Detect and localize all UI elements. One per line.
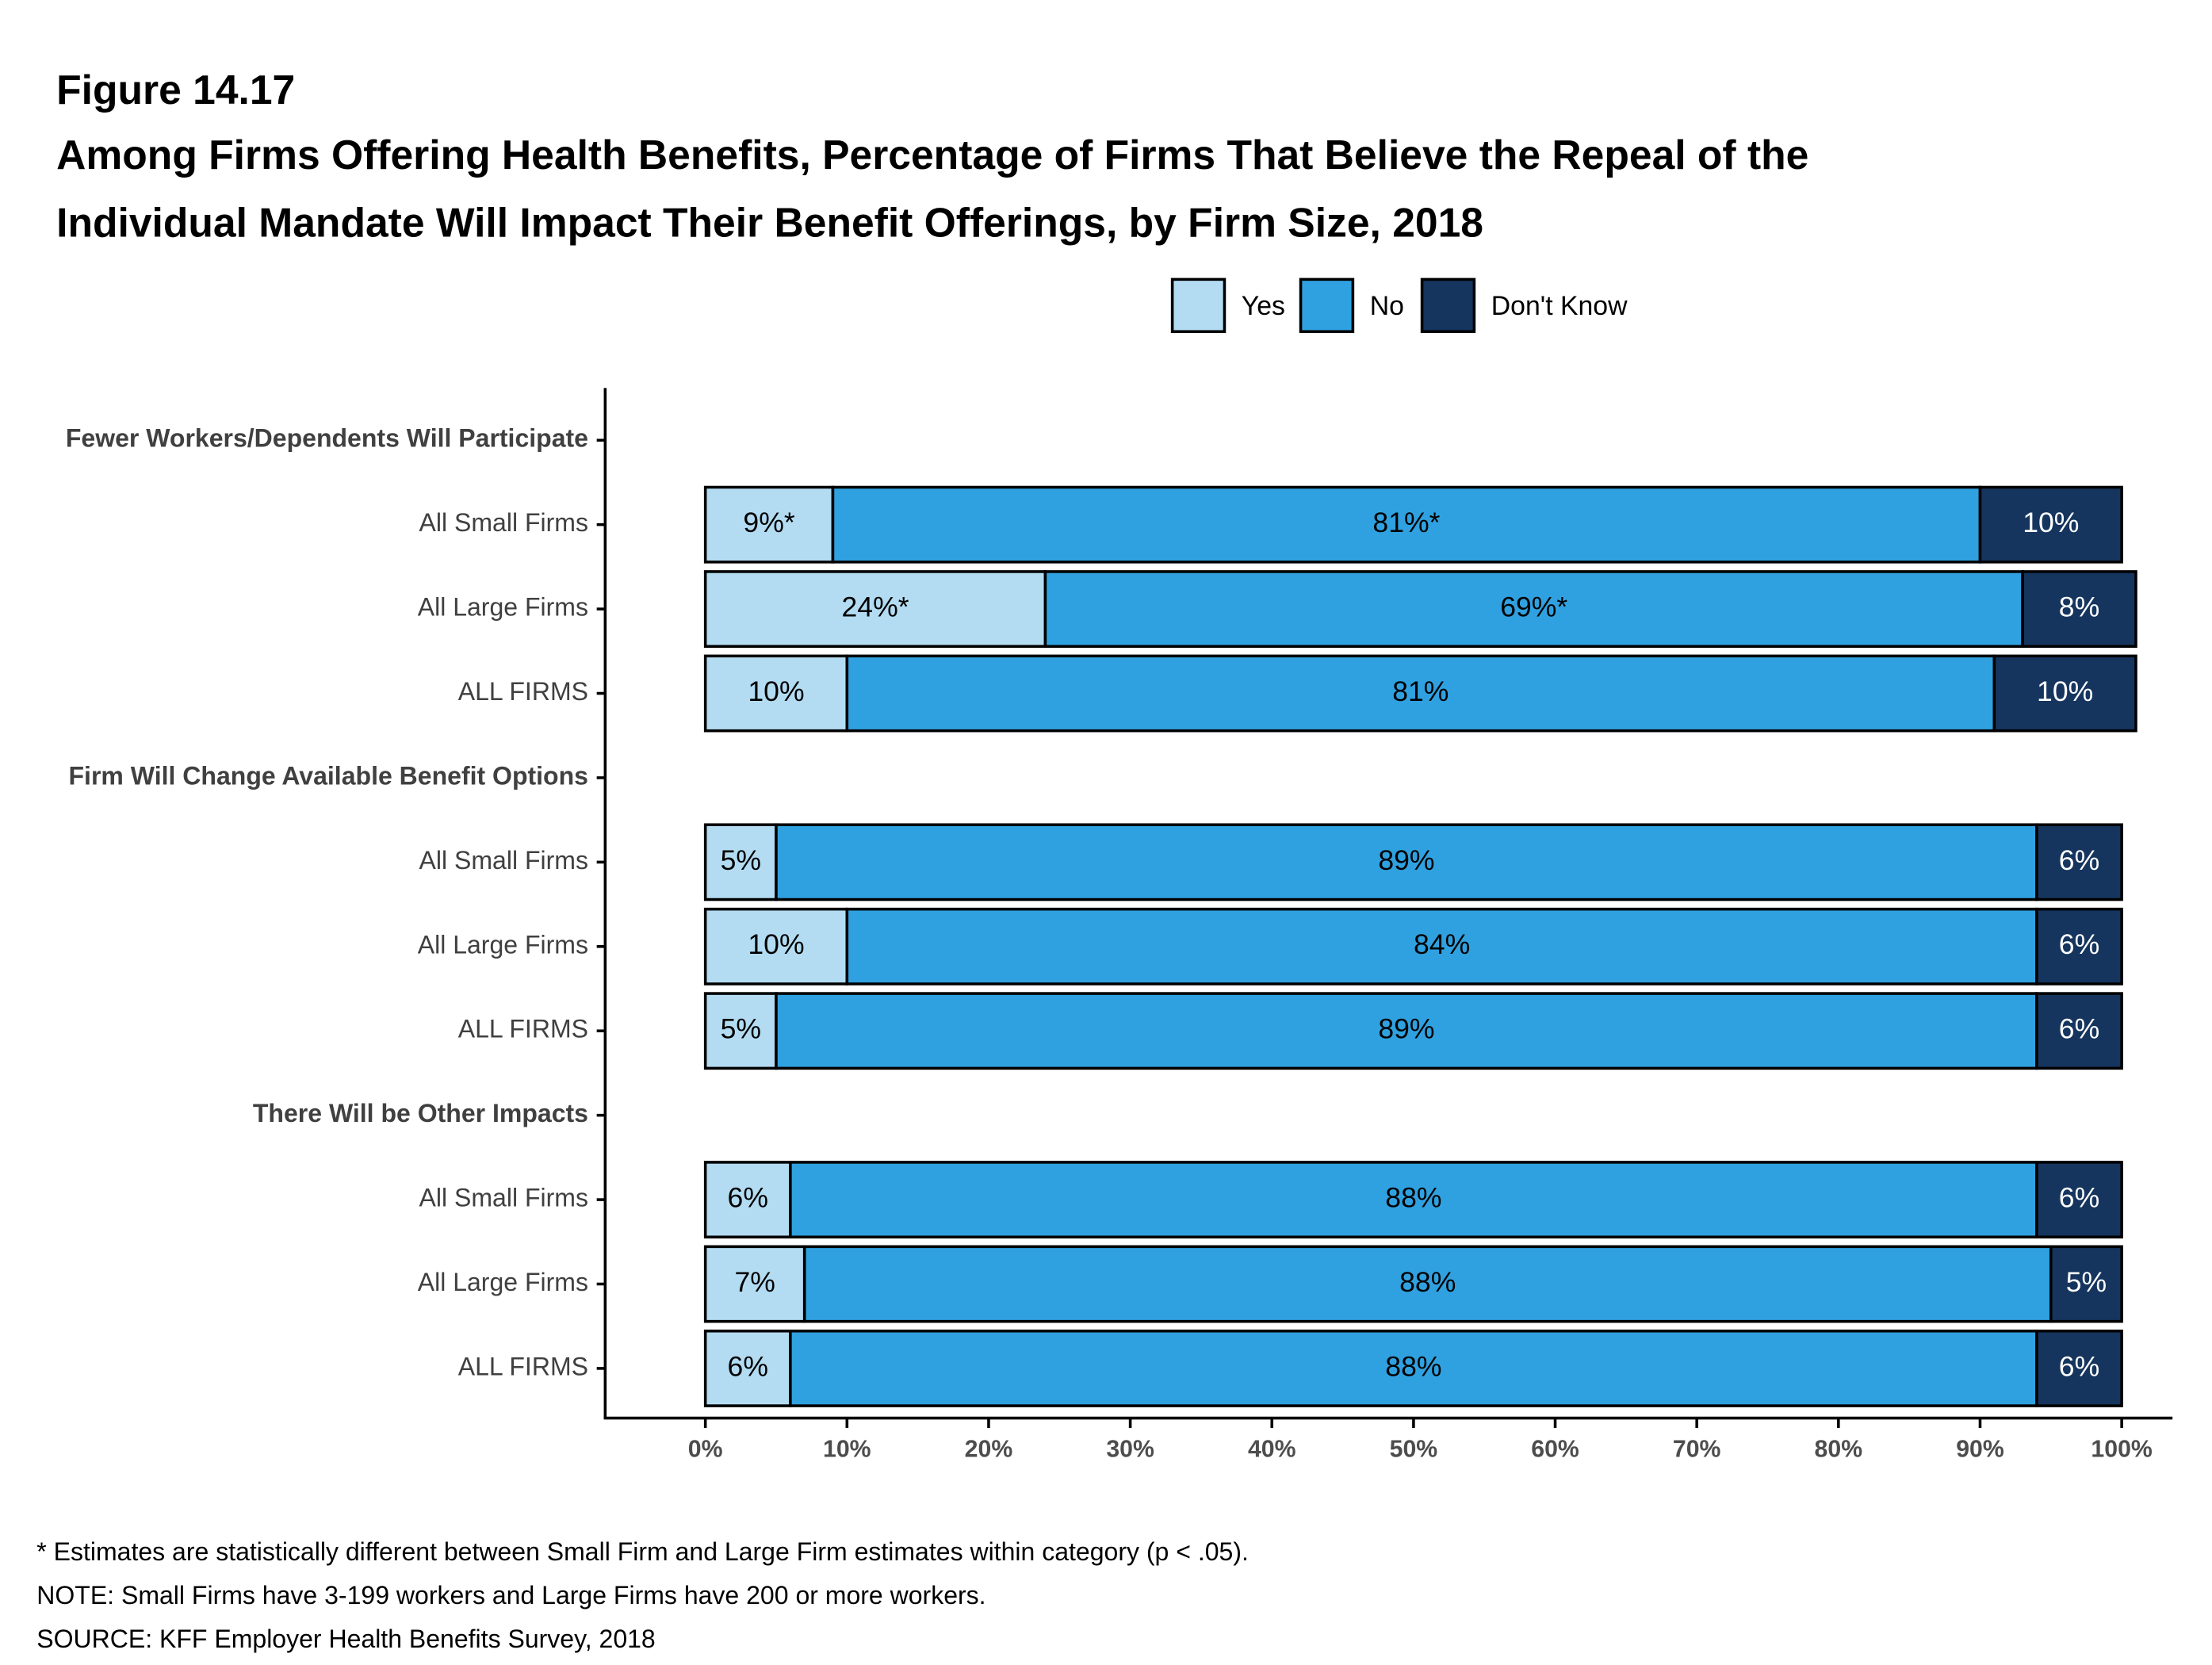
y-tick-label: ALL FIRMS [458,677,588,706]
value-label: 89% [1378,1013,1434,1045]
value-label: 88% [1399,1266,1456,1298]
bar-segment [845,907,2038,986]
bar-segment [1978,485,2123,564]
value-label: 6% [728,1181,768,1213]
value-label: 10% [2023,507,2079,538]
y-tick-label: All Large Firms [418,930,588,959]
footnote: NOTE: Small Firms have 3-199 workers and… [36,1581,985,1610]
bar-segment [2049,1245,2123,1323]
group-label: Firm Will Change Available Benefit Optio… [69,761,588,790]
chart-title: Individual Mandate Will Impact Their Ben… [56,199,1483,245]
value-label: 6% [2059,844,2099,876]
x-tick-label: 40% [1248,1436,1296,1462]
value-label: 10% [748,928,804,960]
legend-label: No [1370,291,1404,321]
group-label: Fewer Workers/Dependents Will Participat… [66,424,588,453]
value-label: 6% [2059,928,2099,960]
footnote: * Estimates are statistically different … [36,1537,1249,1566]
bar-segment [845,654,1996,733]
y-tick-label: ALL FIRMS [458,1352,588,1380]
x-tick-label: 100% [2091,1436,2152,1462]
value-label: 6% [2059,1350,2099,1382]
legend-swatch [1170,278,1227,333]
value-label: 84% [1414,928,1470,960]
value-label: 24%* [842,591,909,623]
y-tick-label: All Small Firms [419,846,588,875]
y-tick-label: All Small Firms [419,1184,588,1212]
y-tick-label: ALL FIRMS [458,1015,588,1043]
bar-segment [703,907,849,986]
bar-segment [703,485,835,564]
x-tick-label: 30% [1106,1436,1154,1462]
legend-swatch [1420,278,1476,333]
bar-segment [703,992,778,1070]
value-label: 8% [2059,591,2099,623]
bar-segment [2035,1329,2123,1407]
value-label: 9%* [743,507,794,538]
x-tick-label: 20% [965,1436,1013,1462]
x-tick-label: 10% [823,1436,871,1462]
bar-segment [775,992,2038,1070]
bar-segment [2035,907,2123,986]
value-label: 81% [1392,676,1449,707]
value-label: 69%* [1500,591,1567,623]
value-label: 5% [721,844,761,876]
value-label: 10% [748,676,804,707]
bar-segment [789,1329,2038,1407]
bar-segment [2035,823,2123,901]
value-label: 88% [1385,1350,1441,1382]
value-label: 7% [734,1266,775,1298]
value-label: 10% [2037,676,2093,707]
legend-swatch [1299,278,1355,333]
footnote: SOURCE: KFF Employer Health Benefits Sur… [36,1625,655,1653]
bar-segment [703,823,778,901]
legend-label: Yes [1242,291,1285,321]
value-label: 5% [721,1013,761,1045]
x-tick-label: 60% [1531,1436,1579,1462]
x-tick-label: 50% [1390,1436,1438,1462]
bar-segment [2021,570,2137,649]
bar-segment [2035,1161,2123,1239]
bar-segment [703,654,849,733]
legend-label: Don't Know [1491,291,1628,321]
x-tick-label: 0% [688,1436,723,1462]
bar-segment [802,1245,2053,1323]
y-tick-label: All Large Firms [418,1268,588,1296]
value-label: 89% [1378,844,1434,876]
x-tick-label: 80% [1815,1436,1863,1462]
value-label: 81%* [1372,507,1440,538]
x-tick-label: 90% [1956,1436,2004,1462]
chart-title: Among Firms Offering Health Benefits, Pe… [56,132,1808,178]
y-tick-label: All Small Firms [419,508,588,537]
value-label: 88% [1385,1181,1441,1213]
bar-segment [2035,992,2123,1070]
figure-label: Figure 14.17 [56,67,295,113]
value-label: 6% [2059,1181,2099,1213]
value-label: 6% [2059,1013,2099,1045]
y-tick-label: All Large Firms [418,593,588,622]
x-tick-label: 70% [1673,1436,1721,1462]
bar-segment [1992,654,2137,733]
group-label: There Will be Other Impacts [253,1099,588,1127]
value-label: 6% [728,1350,768,1382]
bar-segment [1043,570,2024,649]
value-label: 5% [2066,1266,2107,1298]
bar-segment [775,823,2038,901]
